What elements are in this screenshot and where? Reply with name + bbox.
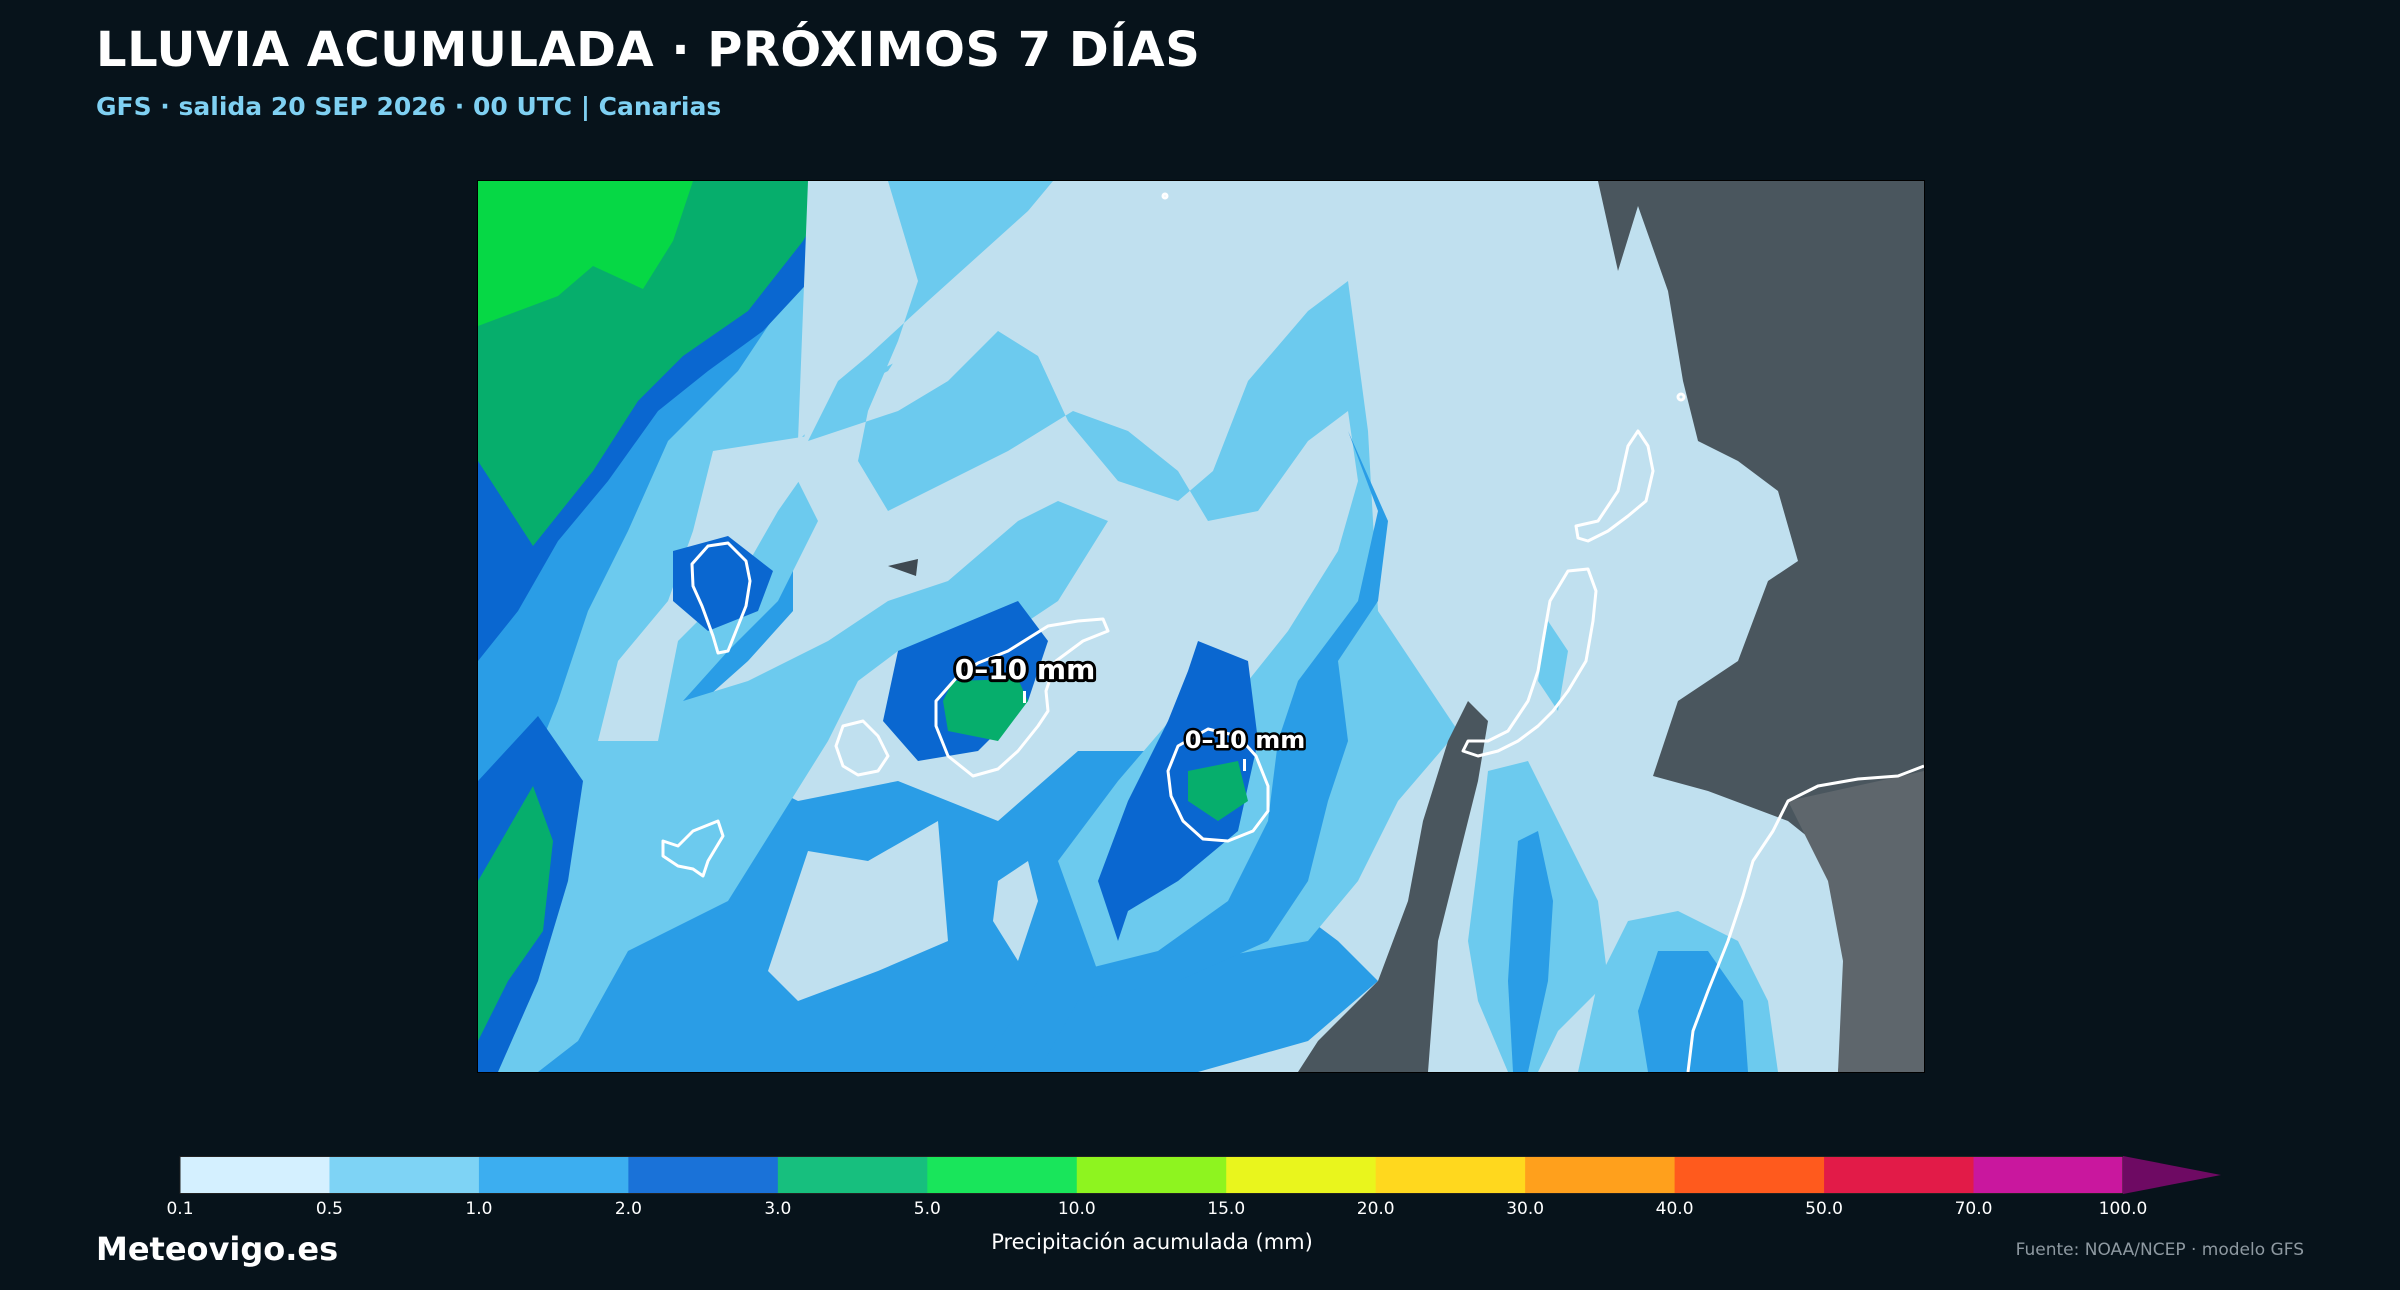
precip-patch-light-lanzarote [1538,621,1568,711]
label-tick-tenerife [1023,691,1026,703]
colorbar-tick-label: 0.1 [166,1199,194,1219]
precip-cell-green-grancanaria [1188,761,1248,821]
coastline-fuerteventura [1461,567,1598,758]
colorbar-tick-label: 5.0 [913,1199,941,1219]
precipitation-map[interactable]: 0–10 mm 0–10 mm [477,180,1925,1073]
precip-cell-dark-lapalma [673,536,773,631]
coastline-gran-canaria [1166,727,1270,843]
colorbar-tick-label: 50.0 [1805,1199,1843,1219]
dry-area-coast [1788,771,1924,1072]
dry-area-south [1298,701,1488,1072]
precip-label-gran-canaria: 0–10 mm [1185,726,1305,754]
label-gran-canaria: 0–10 mm [1182,724,1308,771]
precip-cell-dark-grancanaria [1098,641,1258,941]
precip-band-bright-nw [478,181,693,326]
colorbar-cell [1824,1156,1975,1194]
colorbar-cell [1076,1156,1227,1194]
coastline-la-palma [690,541,752,655]
precip-band-green-sw [478,786,553,1041]
coastlines [661,192,1924,1072]
data-source: Fuente: NOAA/NCEP · modelo GFS [2015,1240,2304,1260]
precip-patch-light-c [993,861,1038,961]
page-subtitle: GFS · salida 20 SEP 2026 · 00 UTC | Cana… [96,92,722,121]
colorbar-cell [1375,1156,1526,1194]
colorbar-cell [180,1156,330,1194]
page-title: LLUVIA ACUMULADA · PRÓXIMOS 7 DÍAS [96,22,1201,78]
label-tick-gran-canaria [1243,759,1246,771]
colorbar [179,1156,2221,1194]
colorbar-cells [179,1156,2124,1194]
label-tenerife: 0–10 mm [952,650,1098,703]
precip-ridge-mid-central [978,431,1388,1072]
colorbar-tick-label: 2.0 [614,1199,642,1219]
precip-patch-light-b [768,821,948,1001]
dry-area-small [888,559,918,576]
coastline-islet-1 [1676,392,1686,402]
colorbar-tick-label: 40.0 [1655,1199,1694,1219]
colorbar-tick-label: 3.0 [764,1199,792,1219]
coastline-el-hierro [661,819,725,878]
colorbar-cell [777,1156,928,1194]
colorbar-cell [1973,1156,2124,1194]
precip-band-mid-southeast [1638,951,1748,1072]
coastline-islet-2 [1161,192,1169,200]
colorbar-cell [628,1156,779,1194]
colorbar-cell [478,1156,629,1194]
coastline-africa [1686,764,1924,1072]
coastline-lanzarote [1574,429,1655,543]
colorbar-tick-label: 70.0 [1954,1199,1993,1219]
precip-band-light-west [478,181,1108,1072]
colorbar-tick-label: 1.0 [465,1199,493,1219]
coastline-la-gomera [834,719,890,777]
colorbar-cell [1226,1156,1377,1194]
colorbar-cell [329,1156,480,1194]
colorbar-cell [927,1156,1078,1194]
colorbar-cell [1674,1156,1825,1194]
precip-cell-green-tenerife [943,679,1028,741]
colorbar-tick-label: 15.0 [1207,1199,1246,1219]
colorbar-cell [1525,1156,1676,1194]
coastline-tenerife [934,617,1110,778]
colorbar-tick-label: 30.0 [1506,1199,1545,1219]
precip-label-tenerife: 0–10 mm [955,653,1096,686]
colorbar-tick-label: 20.0 [1356,1199,1395,1219]
colorbar-extend-arrow [2123,1156,2221,1194]
colorbar-tick-label: 10.0 [1057,1199,1096,1219]
precip-band-mid-east [1508,831,1553,1072]
colorbar-label: Precipitación acumulada (mm) [991,1230,1313,1254]
brand-logo[interactable]: Meteovigo.es [96,1230,339,1268]
colorbar-tick-label: 100.0 [2098,1199,2148,1219]
colorbar-tick-label: 0.5 [315,1199,343,1219]
